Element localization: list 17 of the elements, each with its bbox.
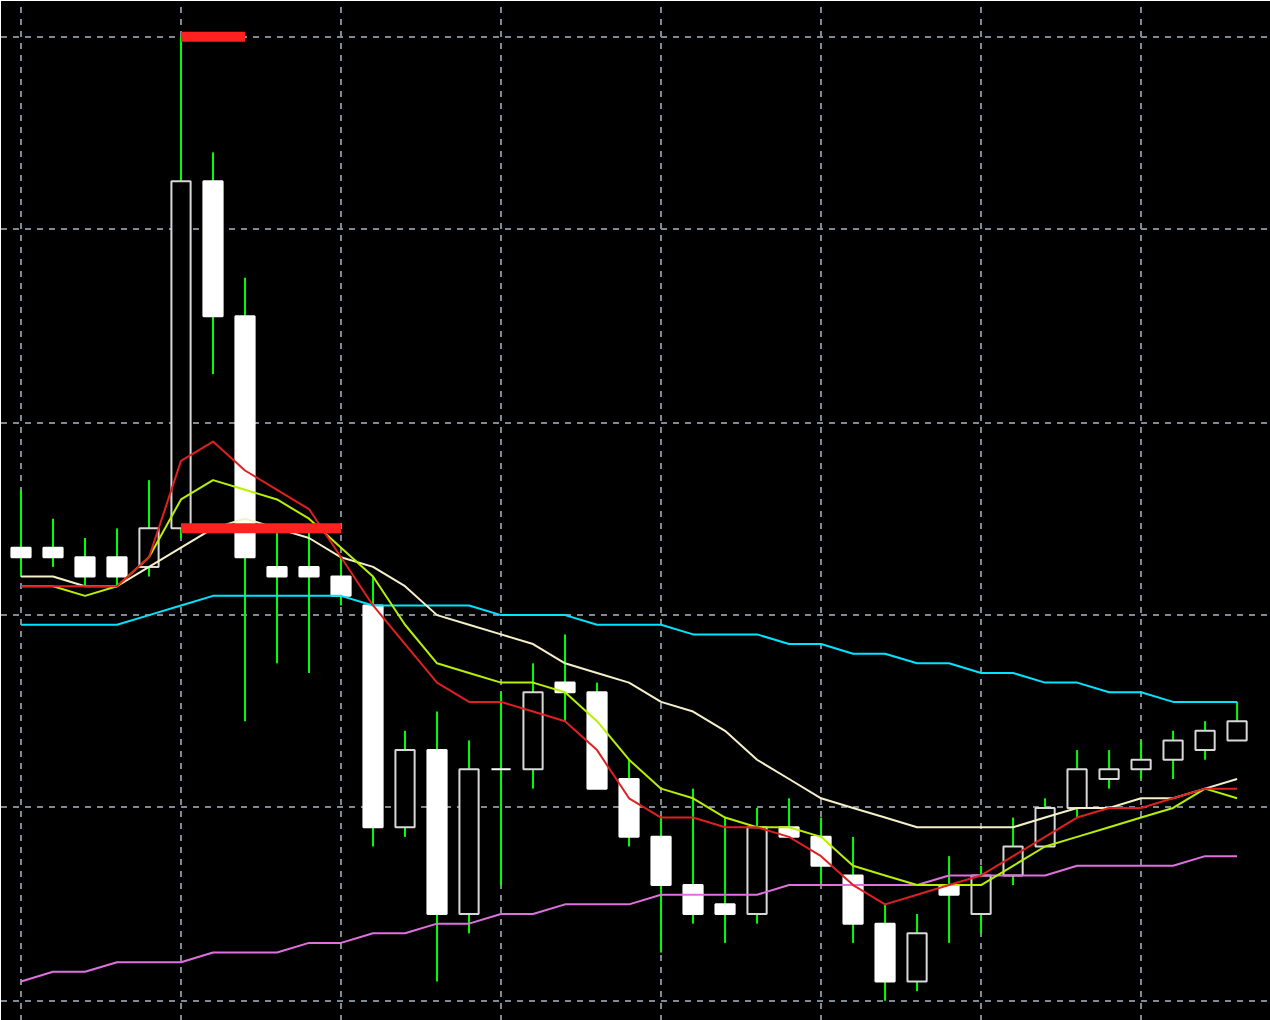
candlestick <box>330 556 352 607</box>
candlestick <box>1130 739 1152 781</box>
candlestick <box>74 536 96 588</box>
candlestick <box>298 527 320 674</box>
candlestick <box>714 816 736 944</box>
candlestick <box>42 517 64 568</box>
candlestick <box>266 527 288 665</box>
candlestick <box>1226 700 1248 742</box>
candlestick <box>106 527 128 588</box>
candlestick <box>1098 749 1120 790</box>
candlestick <box>970 864 992 935</box>
candlestick <box>1066 749 1088 819</box>
candlestick <box>1162 729 1184 781</box>
candlestick <box>490 691 512 887</box>
candlestick <box>682 787 704 925</box>
candlestick <box>10 488 32 578</box>
candlestick <box>1194 720 1216 761</box>
